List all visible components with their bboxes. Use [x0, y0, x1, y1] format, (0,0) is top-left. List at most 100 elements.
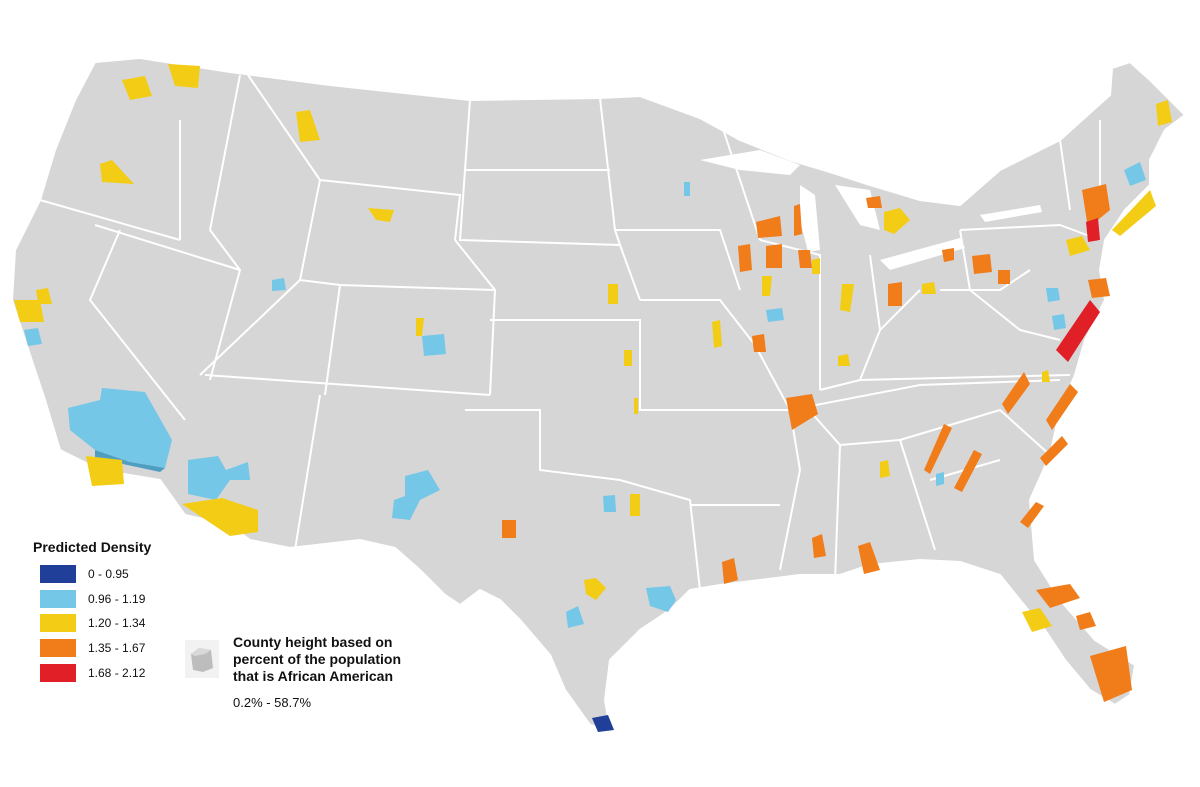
- counties-class-4: [502, 184, 1132, 702]
- county-extrusion: [100, 160, 134, 184]
- county-extrusion: [1036, 584, 1080, 608]
- county-extrusion: [922, 282, 936, 294]
- counties-class-5: [1056, 218, 1100, 362]
- legend-item: 1.20 - 1.34: [40, 614, 145, 632]
- lake-huron: [835, 185, 880, 230]
- county-extrusion: [1066, 236, 1090, 256]
- county-extrusion: [14, 300, 44, 322]
- legend-swatch: [40, 565, 76, 583]
- county-extrusion: [1082, 184, 1110, 228]
- county-extrusion: [712, 320, 722, 348]
- county-extrusion: [840, 284, 854, 312]
- county-extrusion: [812, 534, 826, 558]
- county-extrusion: [766, 308, 784, 322]
- county-extrusion: [794, 204, 802, 236]
- county-extrusion: [1042, 370, 1050, 382]
- county-extrusion: [1046, 288, 1060, 302]
- county-extrusion: [86, 456, 124, 486]
- county-extrusion: [1090, 646, 1132, 702]
- legend-title: Predicted Density: [33, 539, 152, 555]
- legend-swatch: [40, 664, 76, 682]
- lake-superior: [700, 150, 800, 175]
- county-extrusion: [812, 258, 820, 274]
- legend-item: 0.96 - 1.19: [40, 590, 145, 608]
- county-extrusion: [1156, 100, 1172, 126]
- county-extrusion: [168, 64, 200, 88]
- county-extrusion: [392, 470, 440, 520]
- county-extrusion: [1020, 502, 1044, 528]
- counties-class-1: [592, 715, 614, 732]
- county-extrusion: [1056, 300, 1100, 362]
- legend-label: 1.20 - 1.34: [88, 616, 146, 630]
- legend-label: 0 - 0.95: [88, 567, 129, 581]
- county-extrusion: [884, 208, 910, 234]
- county-extrusion: [368, 208, 394, 222]
- county-extrusion: [95, 450, 165, 472]
- county-extrusion: [630, 494, 640, 516]
- county-extrusion: [502, 520, 516, 538]
- county-extrusion: [738, 244, 752, 272]
- county-extrusion: [880, 460, 890, 478]
- county-extrusion: [1002, 372, 1030, 414]
- county-extrusion: [188, 456, 250, 500]
- legend-swatch: [40, 590, 76, 608]
- county-extrusion: [584, 578, 606, 600]
- legend-swatch: [40, 639, 76, 657]
- legend-label: 1.35 - 1.67: [88, 641, 146, 655]
- county-extrusion: [798, 250, 812, 268]
- legend-item: 1.35 - 1.67: [40, 639, 145, 657]
- legend-label: 1.68 - 2.12: [88, 666, 146, 680]
- county-extrusion: [888, 282, 902, 306]
- county-extrusion: [296, 110, 320, 142]
- county-extrusion: [634, 398, 638, 414]
- county-extrusion: [1052, 314, 1066, 330]
- county-extrusion: [858, 542, 880, 574]
- county-extrusion: [924, 424, 952, 474]
- county-extrusion: [722, 558, 738, 584]
- county-extrusion: [1112, 190, 1156, 236]
- height-legend-line: County height based on: [233, 634, 393, 650]
- lake-ontario: [980, 205, 1042, 222]
- county-extrusion: [786, 394, 818, 430]
- lake-erie: [880, 238, 965, 270]
- county-extrusion: [936, 472, 944, 486]
- county-extrusion: [766, 244, 782, 268]
- county-extrusion: [1124, 162, 1146, 186]
- county-extrusion: [684, 182, 690, 196]
- county-extrusion: [566, 606, 584, 628]
- county-extrusion: [624, 350, 632, 366]
- county-extrusion: [1076, 612, 1096, 630]
- county-extrusion: [942, 248, 954, 262]
- county-extrusion: [1022, 608, 1052, 632]
- county-extrusion: [756, 216, 782, 238]
- legend-label: 0.96 - 1.19: [88, 592, 146, 606]
- legend-item: 0 - 0.95: [40, 565, 129, 583]
- county-extrusion: [972, 254, 992, 274]
- extruded-county-icon: [185, 640, 219, 678]
- county-extrusion: [24, 328, 42, 346]
- county-extrusion: [592, 715, 614, 732]
- county-extrusion: [182, 498, 258, 536]
- county-extrusion: [1046, 384, 1078, 430]
- county-extrusion: [122, 76, 152, 100]
- county-extrusion: [838, 354, 850, 366]
- county-extrusion: [646, 586, 676, 612]
- county-extrusion: [762, 276, 772, 296]
- county-extrusion: [752, 334, 766, 352]
- county-extrusion: [866, 196, 882, 208]
- county-extrusion: [422, 334, 446, 356]
- counties-class-2: [24, 162, 1146, 628]
- county-extrusion: [954, 450, 982, 492]
- county-extrusion: [68, 388, 172, 468]
- county-extrusion: [1088, 278, 1110, 298]
- counties-class-3: [14, 64, 1172, 632]
- county-extrusion: [998, 270, 1010, 284]
- legend-item: 1.68 - 2.12: [40, 664, 145, 682]
- county-extrusion: [603, 495, 616, 512]
- county-extrusion: [416, 318, 424, 336]
- county-extrusion: [608, 284, 618, 304]
- county-extrusion: [36, 288, 52, 304]
- height-legend-line: that is African American: [233, 668, 394, 684]
